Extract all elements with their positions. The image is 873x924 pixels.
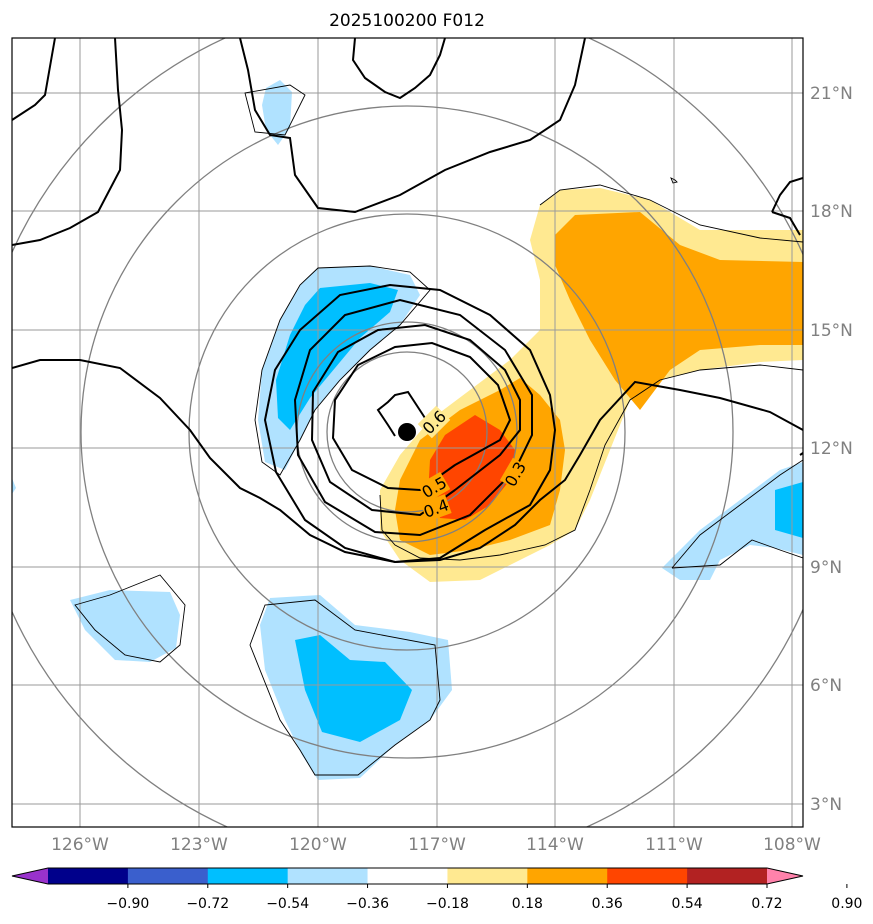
shaded-field-layer — [12, 80, 803, 780]
colorbar-outline — [11, 867, 804, 885]
lat-tick-label: 12°N — [810, 439, 853, 459]
lon-tick-label: 111°W — [645, 835, 703, 855]
chart-title: 2025100200 F012 — [329, 11, 485, 31]
colorbar-segment — [48, 868, 129, 884]
lon-tick-label: 120°W — [289, 835, 347, 855]
negative-field-blue-south — [295, 635, 412, 742]
lon-tick-label: 117°W — [408, 835, 466, 855]
colorbar-segment — [287, 868, 368, 884]
lat-tick-label: 18°N — [810, 202, 853, 222]
thin-field-outlines — [74, 84, 803, 776]
colorbar-tick-label: −0.36 — [346, 896, 389, 912]
colorbar-tick-label: 0.54 — [672, 896, 703, 912]
lat-tick-label: 3°N — [810, 795, 842, 815]
colorbar-tick-label: 0.18 — [512, 896, 543, 912]
lat-tick-label: 9°N — [810, 558, 842, 578]
negative-field-light-north — [262, 80, 292, 145]
lat-tick-label: 6°N — [810, 676, 842, 696]
colorbar-segment — [207, 868, 289, 884]
lon-tick-label: 126°W — [51, 835, 109, 855]
colorbar-segment — [367, 868, 448, 884]
lon-tick-label: 108°W — [763, 835, 821, 855]
colorbar-tick-label: 0.36 — [592, 896, 623, 912]
negative-field-blue-west-arc — [276, 283, 398, 430]
negative-field-light-southwest — [70, 590, 180, 662]
colorbar-segment — [527, 868, 608, 884]
colorbar-extend-high — [767, 868, 803, 884]
lat-tick-labels: 3°N 6°N 9°N 12°N 15°N 18°N 21°N — [810, 84, 853, 815]
negative-field-edge-west — [12, 478, 16, 494]
colorbar-segment — [447, 868, 528, 884]
lon-tick-label: 123°W — [170, 835, 228, 855]
colorbar-tick-label: −0.90 — [106, 896, 149, 912]
colorbar-tick-label: −0.72 — [186, 896, 229, 912]
lon-tick-label: 114°W — [526, 835, 584, 855]
colorbar-tick-label: 0.72 — [751, 896, 782, 912]
lat-tick-label: 21°N — [810, 84, 853, 104]
gridlines — [12, 38, 803, 827]
low-center-contours — [263, 283, 557, 564]
storm-center-marker — [398, 423, 416, 441]
colorbar-segment — [607, 868, 688, 884]
range-rings — [12, 38, 803, 827]
colorbar: −0.90 −0.72 −0.54 −0.36 −0.18 0.18 0.36 0.54 0.7… — [11, 867, 862, 912]
map-plot-area: 0.6 0.5 0.4 0.3 — [12, 38, 803, 827]
map-frame — [11, 37, 804, 828]
positive-field-orange-east — [555, 212, 803, 410]
lon-tick-labels: 126°W 123°W 120°W 117°W 114°W 111°W 108°… — [51, 835, 821, 855]
colorbar-segment — [127, 868, 209, 884]
colorbar-tick-label: −0.18 — [426, 896, 469, 912]
colorbar-tick-label: −0.54 — [266, 896, 309, 912]
lat-tick-label: 15°N — [810, 321, 853, 341]
negative-field-blue-east — [775, 482, 803, 538]
colorbar-extend-low — [12, 868, 48, 884]
colorbar-tick-label: 0.90 — [831, 896, 862, 912]
negative-field-light-east — [662, 462, 803, 580]
colorbar-segment — [687, 868, 768, 884]
